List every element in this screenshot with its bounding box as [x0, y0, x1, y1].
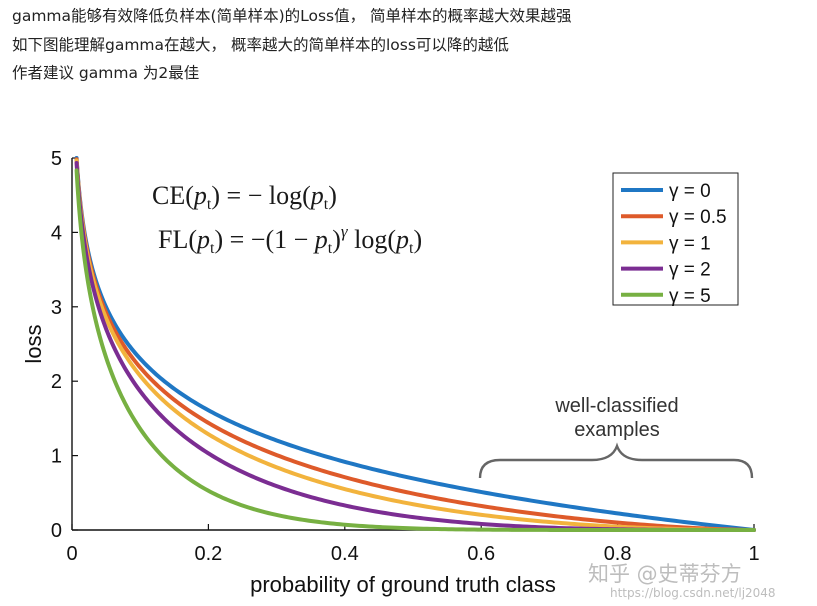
y-axis-title: loss	[21, 324, 46, 363]
legend-label: γ = 0.5	[669, 207, 727, 228]
series-line-1	[74, 157, 756, 532]
legend: γ = 0 γ = 0.5 γ = 1 γ = 2 γ = 5	[612, 172, 739, 307]
formula-fl-close: )	[214, 225, 223, 254]
formula-ce-open: (	[185, 181, 194, 210]
formula-fl-gamma: γ	[341, 222, 349, 241]
legend-label: γ = 2	[669, 260, 711, 281]
x-tick-label: 0.4	[331, 543, 359, 565]
article-line-1: gamma能够有效降低负样本(简单样本)的Loss值， 简单样本的概率越大效果越…	[12, 7, 572, 25]
formula-ce-arg-open: (	[302, 181, 311, 210]
formula-fl-arg-p: p	[394, 225, 409, 254]
annotation-line-1: well-classified	[554, 395, 678, 417]
y-tick-label: 3	[51, 297, 62, 319]
y-axis-ticks: 0 1 2 3 4 5	[51, 148, 78, 542]
formula-fl-name: FL	[158, 225, 188, 254]
formula-fl-mid-sub: t	[328, 240, 333, 257]
formula-fl-mid-close: )	[332, 225, 341, 254]
chart-series	[74, 156, 756, 532]
formula-ce-arg-close: )	[328, 181, 337, 210]
x-axis-title: probability of ground truth class	[250, 572, 556, 597]
formula-ce-close: )	[211, 181, 220, 210]
formula-fl-rhs: = −(1 −	[223, 225, 315, 254]
y-tick-label: 4	[51, 222, 62, 244]
legend-label: γ = 0	[669, 181, 711, 202]
y-tick-label: 2	[51, 371, 62, 393]
formula-fl-mid-p: p	[313, 225, 328, 254]
legend-box	[612, 172, 739, 306]
formula-ce-name: CE	[152, 181, 185, 210]
formula-fl-arg-sub: t	[409, 240, 414, 257]
formula-fl-log: log	[348, 225, 388, 254]
x-tick-label: 0.2	[194, 543, 222, 565]
series-line-2	[74, 158, 756, 532]
formula-ce: CE(pt) = − log(pt)	[152, 181, 337, 213]
y-tick-label: 0	[51, 520, 62, 542]
formula-ce-arg-sub: t	[324, 196, 329, 213]
legend-label: γ = 1	[669, 233, 711, 254]
formula-ce-p: p	[192, 181, 207, 210]
legend-label: γ = 5	[669, 286, 711, 307]
series-line-4	[74, 168, 756, 532]
article-text: gamma能够有效降低负样本(简单样本)的Loss值， 简单样本的概率越大效果越…	[12, 2, 802, 88]
formula-fl: FL(pt) = −(1 − pt)γ log(pt)	[158, 222, 422, 257]
x-tick-label: 0.6	[467, 543, 495, 565]
formula-fl-sub: t	[210, 240, 215, 257]
formula-ce-rhs: = −	[220, 181, 262, 210]
formula-ce-arg-p: p	[309, 181, 324, 210]
formula-fl-arg-close: )	[413, 225, 422, 254]
series-line-0	[74, 156, 756, 532]
x-tick-label: 1	[748, 543, 759, 565]
formula-fl-open: (	[188, 225, 197, 254]
csdn-watermark: https://blog.csdn.net/lj2048	[610, 586, 776, 600]
formula-fl-arg-open: (	[387, 225, 396, 254]
formula-fl-p: p	[195, 225, 210, 254]
annotation-brace	[478, 442, 754, 479]
formula-ce-sub: t	[207, 196, 212, 213]
y-tick-label: 1	[51, 446, 62, 468]
article-line-3: 作者建议 gamma 为2最佳	[12, 64, 200, 82]
x-tick-label: 0.8	[604, 543, 632, 565]
zhihu-watermark: 知乎 @史蒂芬方	[588, 562, 742, 586]
annotation-line-2: examples	[574, 419, 660, 441]
article-line-2: 如下图能理解gamma在越大， 概率越大的简单样本的loss可以降的越低	[12, 35, 509, 54]
x-tick-label: 0	[66, 543, 77, 565]
y-tick-label: 5	[51, 148, 62, 170]
formula-ce-log: log	[262, 181, 302, 210]
legend-entries: γ = 0 γ = 0.5 γ = 1 γ = 2 γ = 5	[621, 181, 727, 307]
